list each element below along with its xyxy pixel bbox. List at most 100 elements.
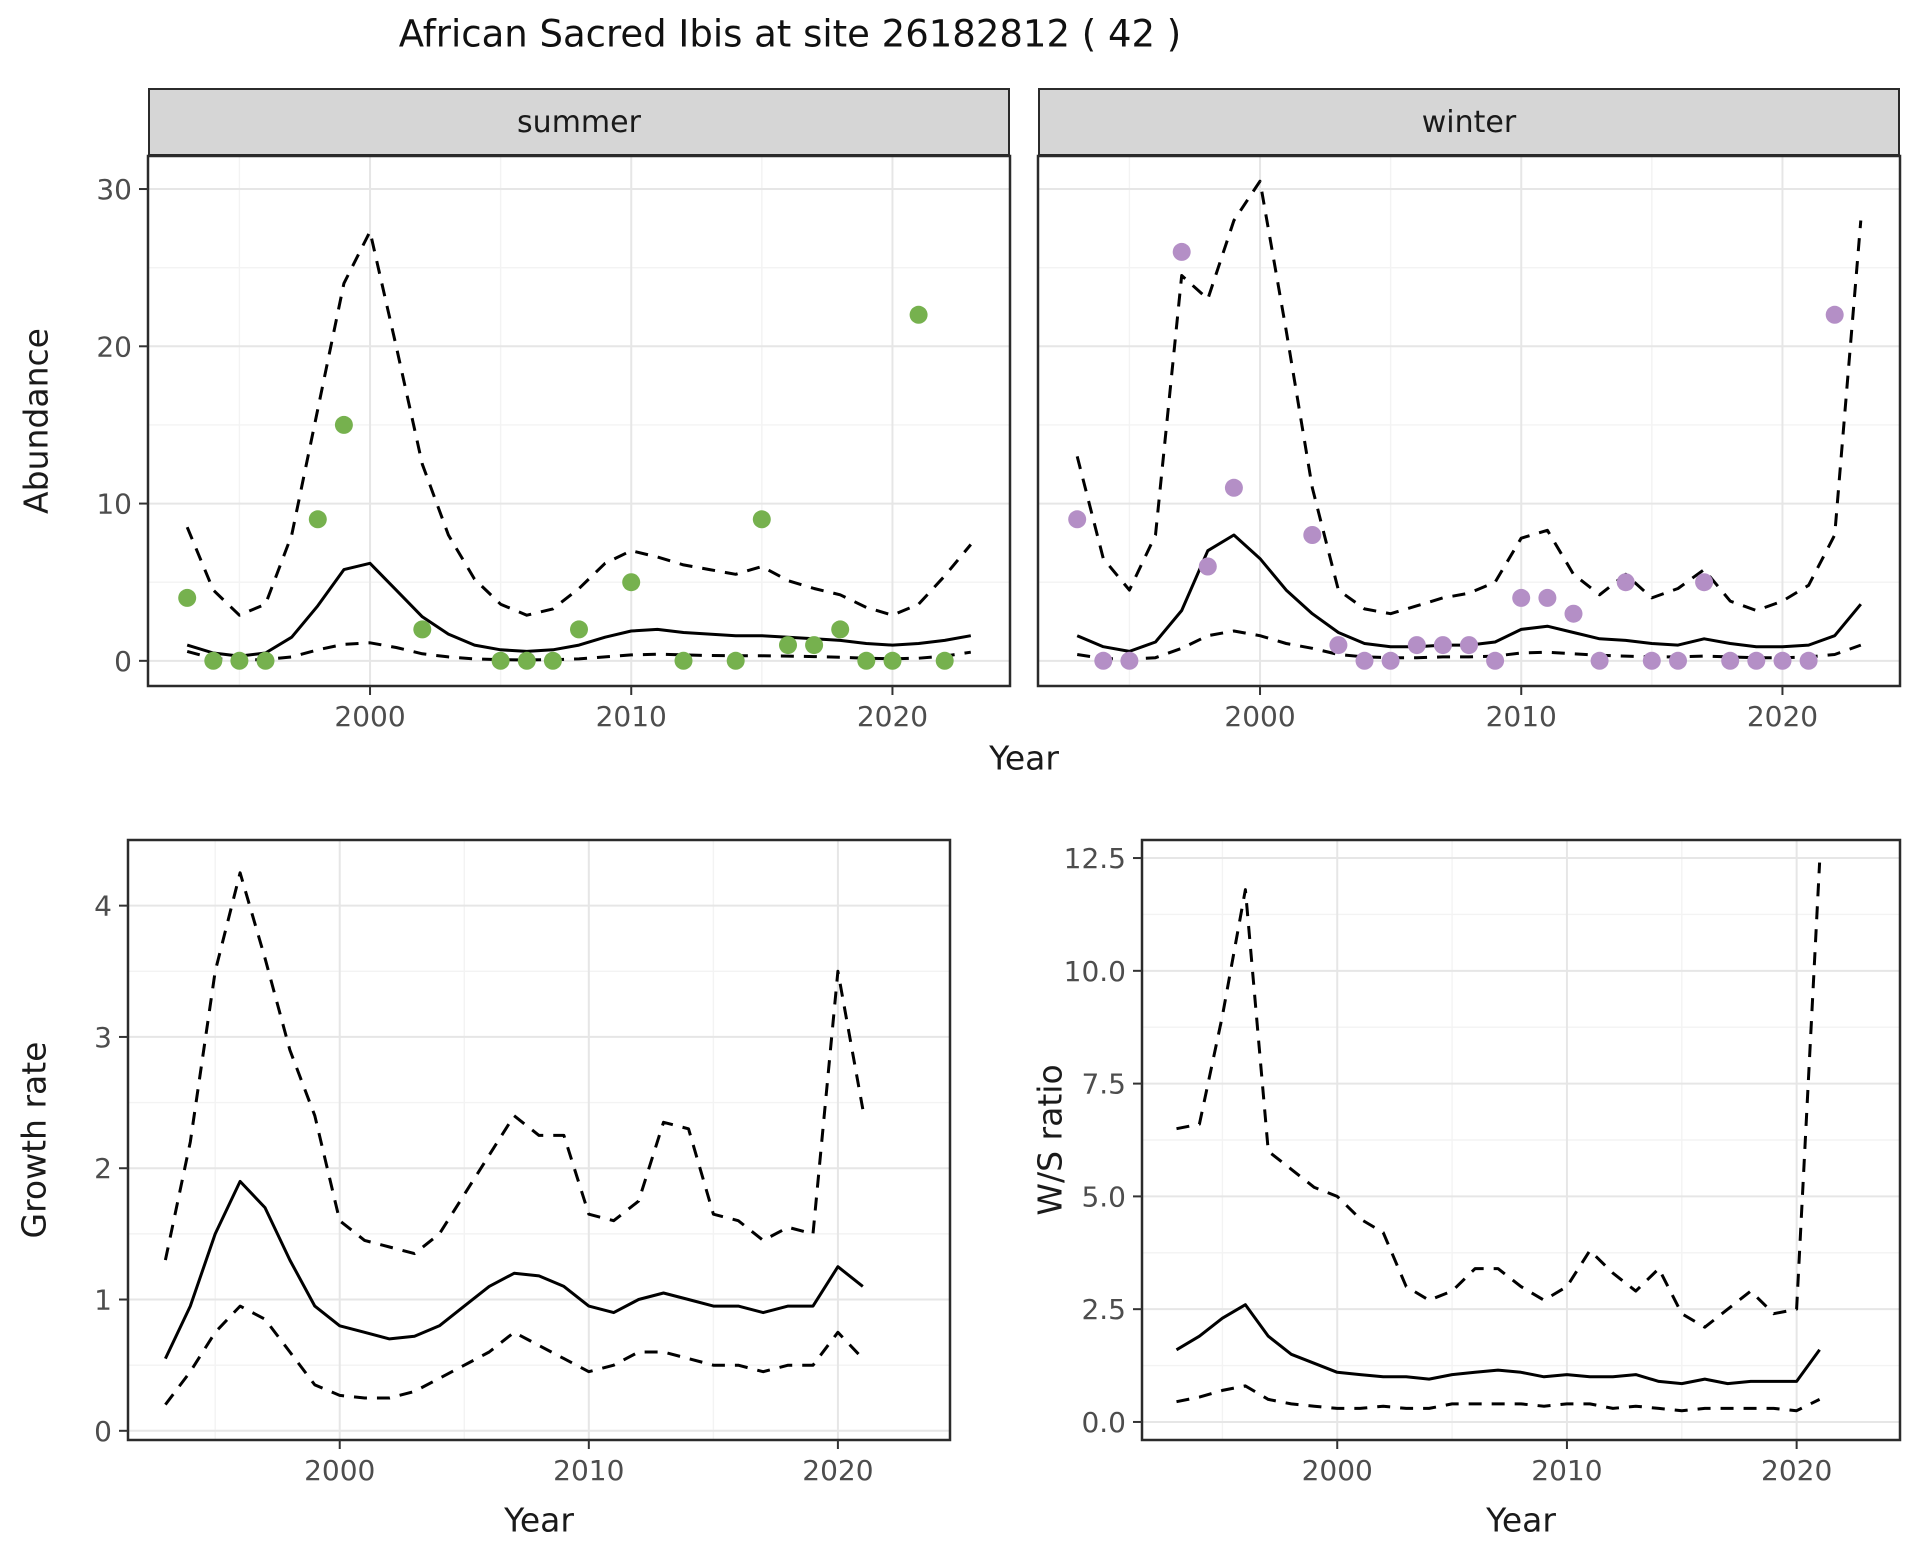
x-axis-label-year-top: Year [989,738,1059,778]
panel-summer-border [146,154,1012,688]
fit-line-growth_rate [164,1179,864,1360]
data-point-summer [491,651,510,670]
data-point-winter [1799,651,1818,670]
data-point-summer [517,651,536,670]
data-point-summer [857,651,876,670]
data-point-summer [805,636,824,655]
fit-line-summer [186,561,972,658]
data-point-summer [674,651,693,670]
x-tick-label-winter: 2010 [1486,700,1557,733]
data-point-summer [230,651,249,670]
data-point-winter [1616,573,1635,592]
figure-title: African Sacred Ibis at site 26182812 ( 4… [398,12,1182,56]
panel-winter-border [1036,154,1902,688]
y-axis-label-abundance: Abundance [16,328,56,514]
ci-lower-line-growth_rate [164,1304,864,1406]
y-tick-label-ws_ratio: 10.0 [1064,955,1126,988]
x-tick-label-growth_rate: 2010 [553,1454,624,1487]
x-tick-label-ws_ratio: 2020 [1761,1454,1832,1487]
data-point-winter [1381,651,1400,670]
data-point-summer [909,305,928,324]
x-tick-label-ws_ratio: 2010 [1531,1454,1602,1487]
data-point-summer [413,620,432,639]
data-point-winter [1068,510,1087,529]
data-point-summer [726,651,745,670]
data-point-summer [334,415,353,434]
facet-strip-winter: winter [1038,88,1900,156]
data-point-winter [1486,651,1505,670]
panel-growth_rate-background [128,840,950,1440]
data-point-summer [883,651,902,670]
data-point-summer [204,651,223,670]
x-axis-label-year-ws: Year [1486,1500,1556,1540]
y-tick-label-summer: 10 [96,488,132,521]
data-point-winter [1747,651,1766,670]
data-point-summer [622,573,641,592]
data-point-winter [1198,557,1217,576]
data-point-summer [256,651,275,670]
ci-lower-line-ws_ratio [1176,1384,1821,1413]
data-point-winter [1564,604,1583,623]
x-tick-label-ws_ratio: 2000 [1302,1454,1373,1487]
data-point-winter [1590,651,1609,670]
y-tick-label-growth_rate: 0 [94,1415,112,1448]
data-point-winter [1407,636,1426,655]
y-tick-label-summer: 20 [96,330,132,363]
data-point-winter [1773,651,1792,670]
data-point-summer [543,651,562,670]
ci-upper-line-ws_ratio [1176,862,1822,1329]
data-point-winter [1172,242,1191,261]
x-tick-label-summer: 2000 [334,700,405,733]
ci-upper-line-winter [1075,179,1863,616]
data-point-winter [1512,588,1531,607]
y-tick-label-ws_ratio: 2.5 [1081,1293,1126,1326]
y-axis-label-growth-rate: Growth rate [14,1041,54,1239]
ci-lower-line-winter [1076,629,1862,661]
panel-summer-background [148,156,1010,686]
y-axis-label-ws-ratio: W/S ratio [1030,1064,1070,1216]
data-point-winter [1120,651,1139,670]
y-tick-label-growth_rate: 3 [94,1021,112,1054]
data-point-summer [779,636,797,655]
y-tick-label-growth_rate: 1 [94,1284,112,1317]
data-point-winter [1303,526,1322,544]
facet-strip-summer-label: summer [517,104,641,140]
y-tick-label-summer: 30 [96,173,132,206]
data-point-winter [1825,305,1844,324]
data-point-winter [1329,636,1348,655]
facet-strip-winter-label: winter [1421,104,1517,140]
y-tick-label-ws_ratio: 7.5 [1081,1068,1126,1101]
data-point-summer [752,510,771,529]
data-point-winter [1538,588,1557,607]
facet-strip-summer: summer [148,88,1010,156]
data-point-winter [1094,651,1113,670]
x-axis-label-year-growth: Year [504,1500,574,1540]
y-tick-label-summer: 0 [114,645,132,678]
data-point-winter [1355,651,1374,670]
data-point-winter [1433,636,1452,655]
y-tick-label-ws_ratio: 0.0 [1081,1406,1126,1439]
x-tick-label-summer: 2020 [857,700,928,733]
y-tick-label-growth_rate: 2 [94,1152,112,1185]
data-point-winter [1460,636,1478,655]
data-point-winter [1669,651,1687,670]
data-point-winter [1695,573,1714,592]
x-tick-label-growth_rate: 2000 [304,1454,375,1487]
fit-line-ws_ratio [1175,1303,1821,1386]
data-point-summer [308,510,327,529]
panel-growth_rate-border [126,838,952,1442]
panel-ws_ratio-border [1140,838,1902,1442]
data-point-winter [1224,478,1243,497]
x-tick-label-winter: 2020 [1747,700,1818,733]
x-tick-label-growth_rate: 2020 [802,1454,873,1487]
data-point-summer [831,620,850,639]
y-tick-label-ws_ratio: 5.0 [1081,1180,1126,1213]
data-point-summer [570,620,588,639]
ci-lower-line-summer [186,641,972,662]
data-point-winter [1721,651,1740,670]
data-point-summer [178,588,197,607]
x-tick-label-summer: 2010 [596,700,667,733]
ci-upper-line-summer [185,230,972,617]
